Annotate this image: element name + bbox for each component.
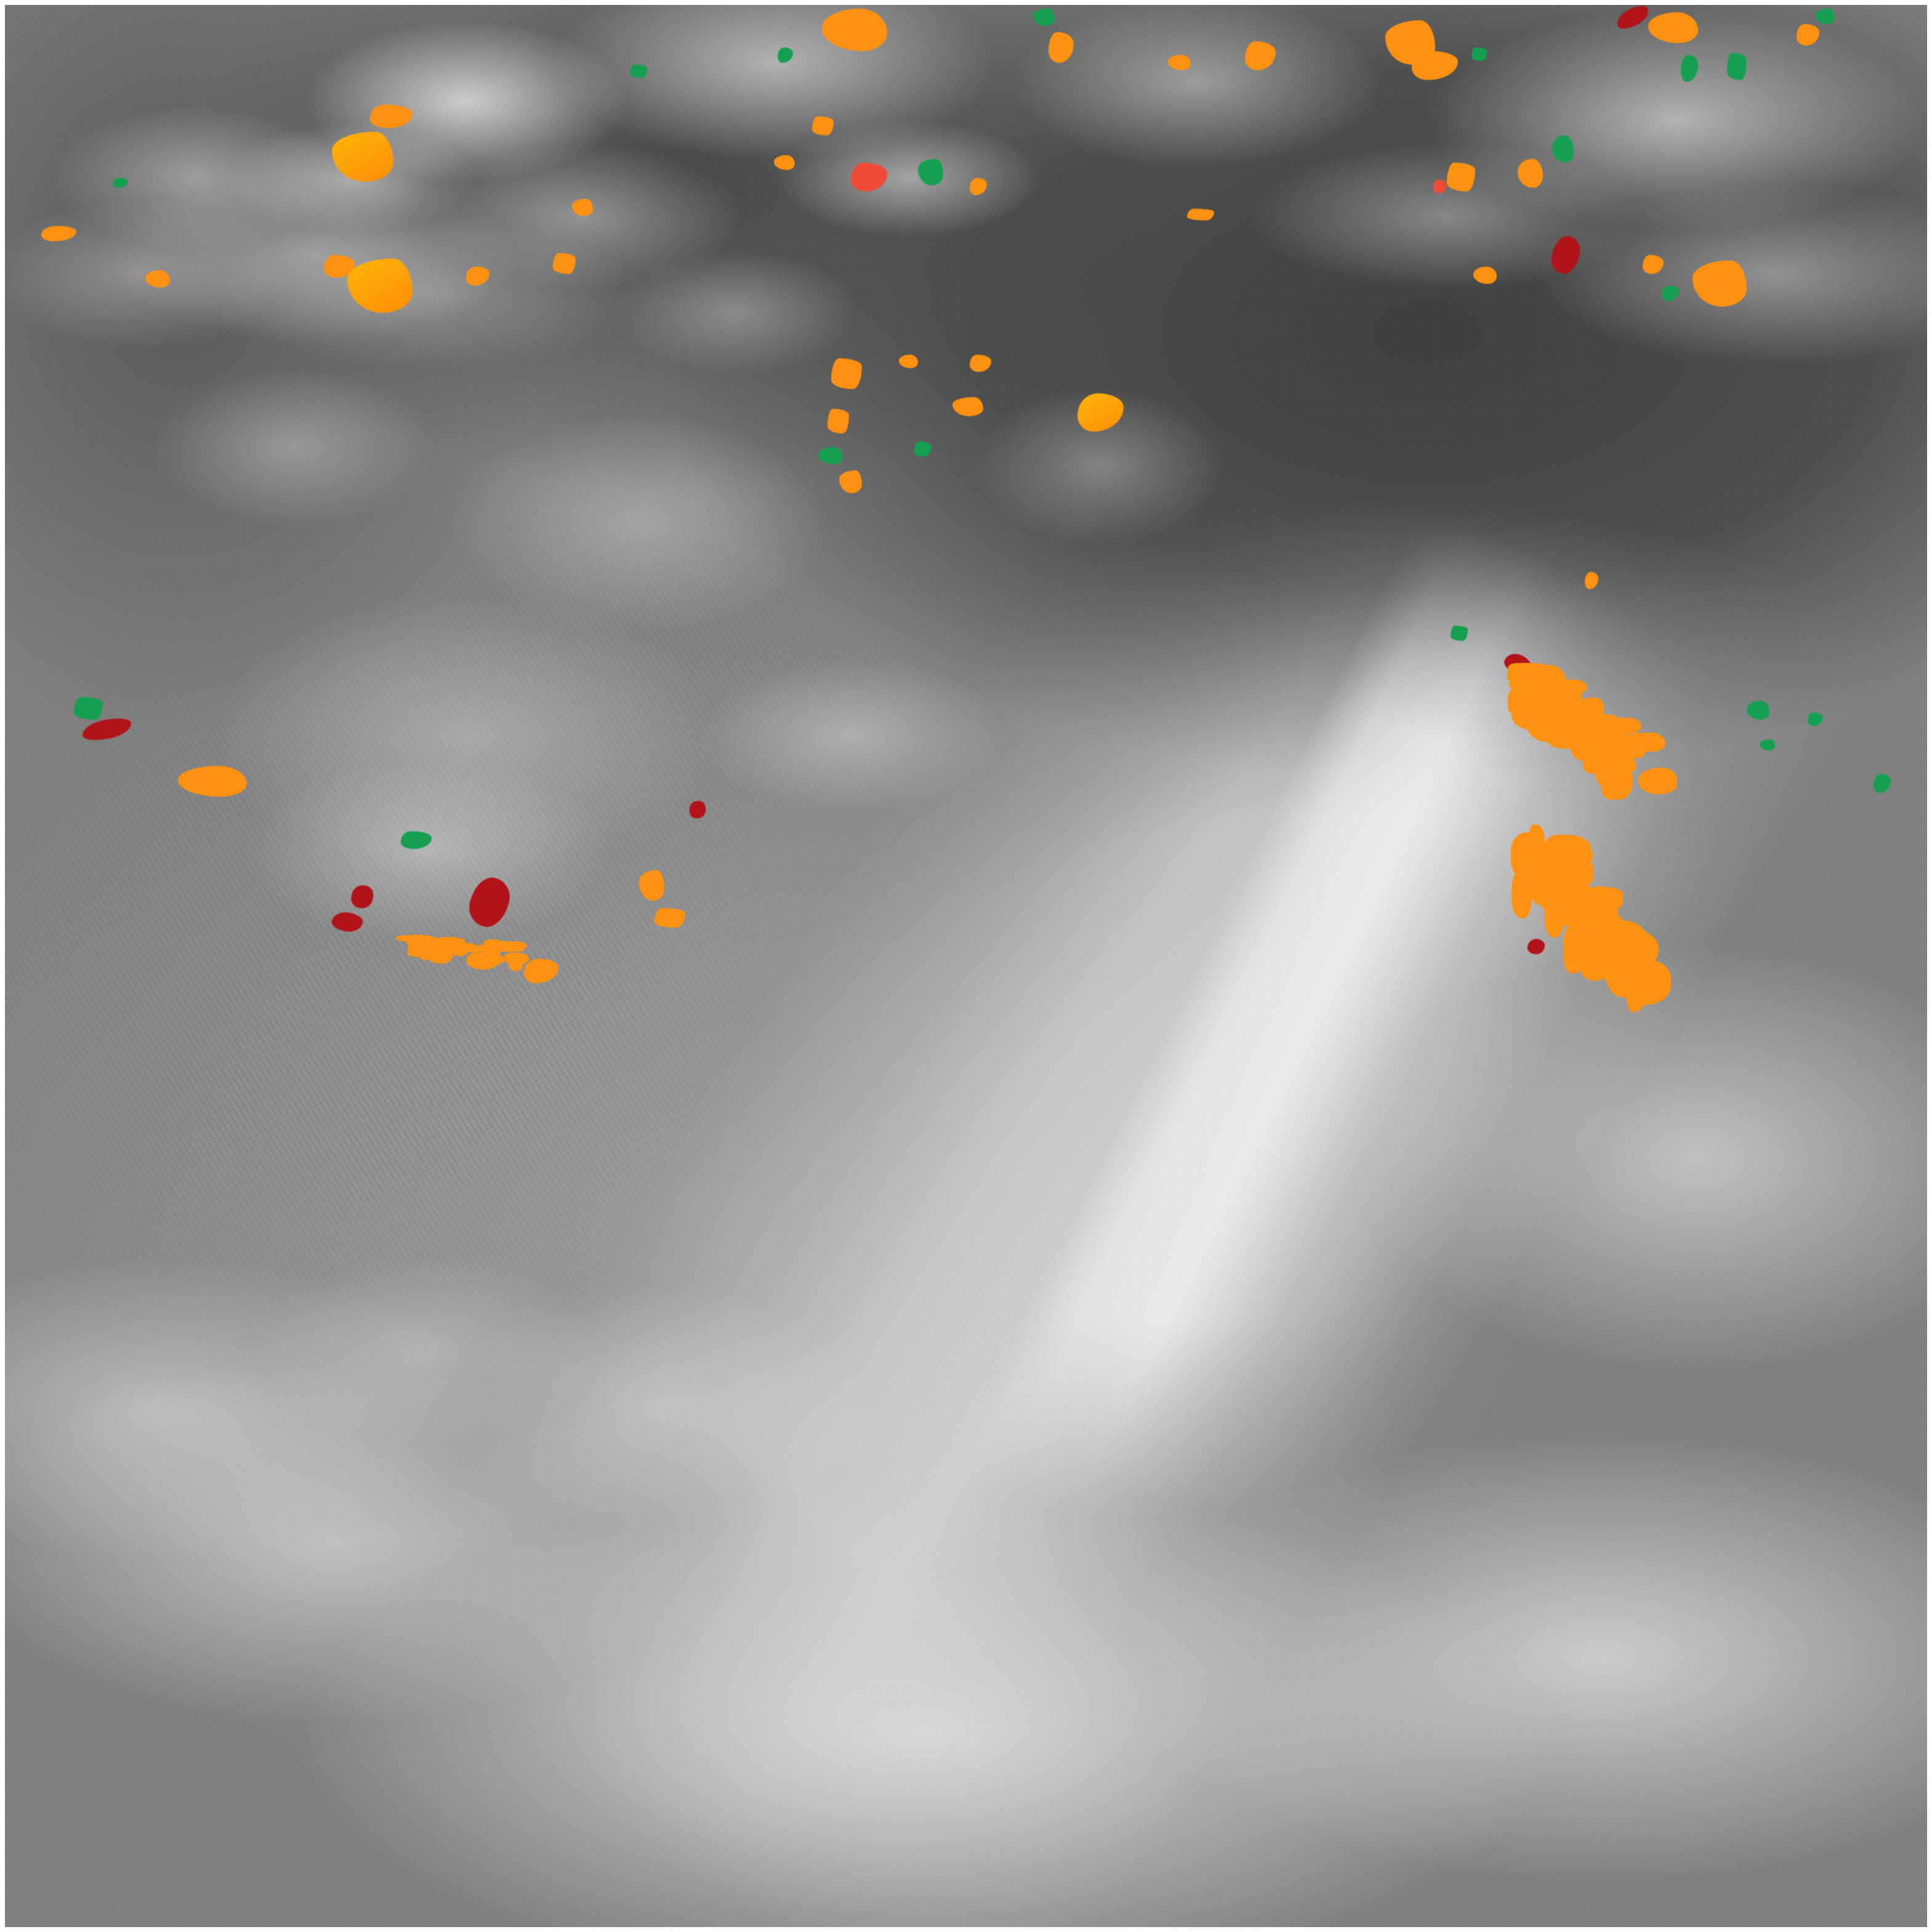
cell-lobe [444,943,468,956]
convective-cell[interactable] [812,116,834,136]
cell-lobe [1638,767,1677,795]
convective-cell[interactable] [571,199,594,217]
convective-cell[interactable] [466,266,489,286]
convective-cell[interactable] [970,177,988,196]
convective-cell[interactable] [778,47,793,63]
cell-lobe [1561,866,1593,885]
convective-cell[interactable] [654,908,686,928]
convective-cell[interactable] [41,226,76,241]
convective-cell[interactable] [1873,773,1891,794]
cell-lobe [1625,959,1671,1005]
cell-lobe [400,935,432,941]
convective-cell[interactable] [1187,208,1214,220]
convective-cell[interactable] [850,163,887,191]
convective-cell[interactable] [686,798,709,821]
convective-cell[interactable] [1746,701,1769,720]
convective-cell[interactable] [331,132,393,182]
convective-cell[interactable] [639,869,664,901]
cell-lobe [1601,768,1633,800]
convective-cell[interactable] [1549,233,1583,276]
convective-cell[interactable] [1033,9,1055,26]
convective-cell[interactable] [177,766,248,797]
convective-cell[interactable] [827,408,849,434]
cell-lobe [1545,893,1564,938]
convective-cell[interactable] [1808,712,1824,726]
cell-lobe [476,954,505,965]
convective-cell[interactable] [1613,5,1652,33]
convective-cell[interactable] [1167,55,1191,71]
convective-cell[interactable] [1049,31,1074,63]
convective-cell[interactable] [347,259,413,313]
convective-cell[interactable] [370,105,413,128]
convective-cell[interactable] [629,64,647,78]
convective-cell[interactable] [1433,180,1447,193]
convective-cell[interactable] [917,158,943,186]
convective-cell[interactable] [523,958,559,984]
convective-cell-overlay[interactable] [5,5,1927,1927]
convective-cell[interactable] [1642,254,1664,275]
convective-cell[interactable] [1446,163,1476,191]
convective-cell[interactable] [1585,571,1599,590]
convective-cell[interactable] [1648,12,1699,44]
convective-cell[interactable] [1760,739,1776,751]
convective-cell[interactable] [1077,393,1124,432]
convective-cell[interactable] [1412,50,1459,80]
convective-cell[interactable] [831,358,863,390]
convective-cell[interactable] [1471,47,1487,61]
convective-cell-cluster[interactable] [1511,824,1671,1014]
convective-cell-cluster[interactable] [395,935,532,991]
convective-cell-cluster[interactable] [1504,662,1677,800]
convective-cell[interactable] [465,874,513,932]
convective-cell[interactable] [1244,41,1276,71]
convective-cell[interactable] [1681,55,1699,82]
convective-cell[interactable] [348,883,376,911]
convective-cell[interactable] [330,910,364,934]
convective-cell[interactable] [818,447,843,465]
convective-cell[interactable] [773,155,795,171]
convective-cell[interactable] [952,396,984,417]
convective-cell[interactable] [1796,24,1820,46]
cell-lobe [1576,899,1594,927]
convective-cell[interactable] [74,696,103,720]
convective-cell[interactable] [1662,285,1680,301]
convective-cell[interactable] [145,270,171,288]
cell-lobe [457,946,489,953]
convective-cell[interactable] [1552,135,1574,163]
convective-cell[interactable] [1727,53,1747,80]
convective-cell[interactable] [80,715,134,744]
convective-cell[interactable] [552,252,576,275]
convective-cell[interactable] [914,441,932,457]
convective-cell[interactable] [1518,158,1543,188]
convective-cell[interactable] [898,355,918,369]
convective-cell[interactable] [839,470,863,493]
convective-cell[interactable] [970,355,991,372]
convective-cell[interactable] [112,177,128,188]
cell-lobe [474,944,488,952]
convective-cell[interactable] [1815,9,1835,25]
convective-cell[interactable] [821,9,887,51]
cell-lobe [1582,929,1612,978]
cell-lobe [493,946,524,952]
cell-lobe [504,952,529,966]
cell-lobe [1627,733,1666,752]
convective-cell[interactable] [1450,626,1468,642]
convective-cell[interactable] [1473,266,1497,284]
convective-cell[interactable] [1693,260,1747,307]
convective-cell[interactable] [401,831,432,849]
